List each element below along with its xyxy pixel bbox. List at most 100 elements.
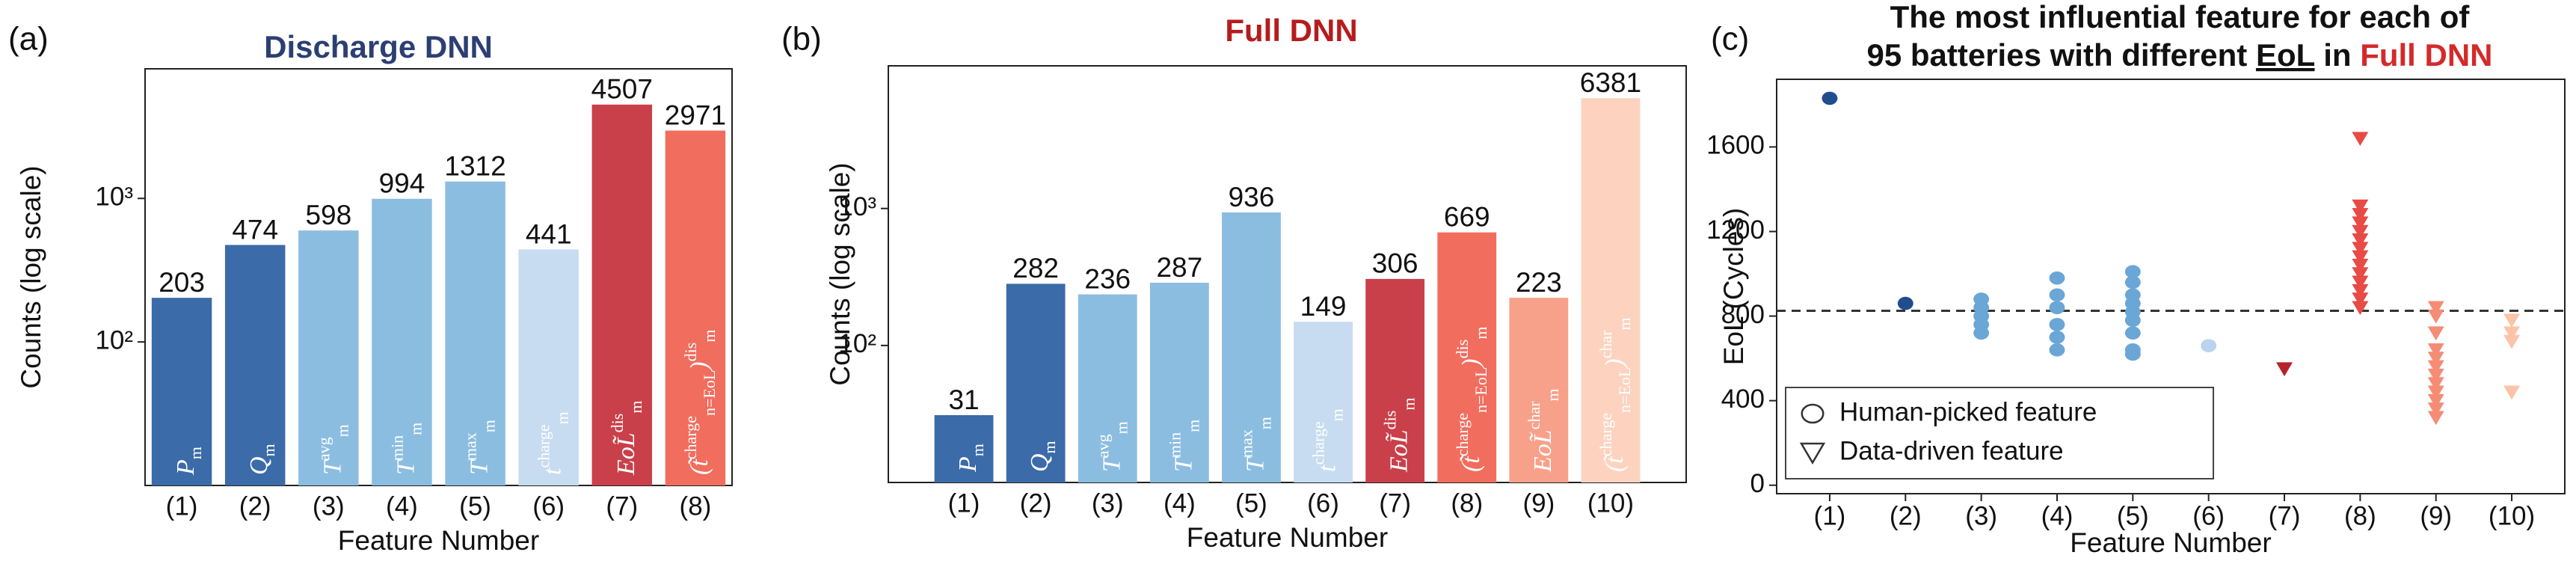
bar-label: Pm <box>954 444 987 473</box>
bar-label-part: m <box>186 447 205 459</box>
y-axis-label: EoL (Cycles) <box>1718 208 1749 365</box>
chart-title: The most influential feature for each of <box>1890 0 2471 34</box>
bar-label-part: T <box>465 459 493 475</box>
bar <box>934 415 994 482</box>
bar <box>591 104 653 485</box>
bar-label-part: m <box>1543 388 1561 401</box>
x-tick-label: (2) <box>1890 501 1922 530</box>
point <box>2503 385 2521 400</box>
value-label: 4507 <box>591 74 653 105</box>
bar-label-part: T <box>1098 456 1125 472</box>
point <box>2427 360 2444 375</box>
x-axis-label: Feature Number <box>1187 522 1388 553</box>
point <box>2124 326 2141 340</box>
bar-label-part: T <box>1241 456 1269 472</box>
bar-label-part: dis <box>1452 340 1471 359</box>
point <box>2352 233 2369 248</box>
bar <box>1006 283 1066 482</box>
x-tick-label: (6) <box>532 491 565 521</box>
value-label: 31 <box>948 384 979 415</box>
point <box>2352 292 2369 307</box>
bar-label: tchargem <box>1309 408 1346 472</box>
bar-label-part: m <box>1471 327 1490 340</box>
bar <box>151 298 212 485</box>
value-label: 994 <box>379 168 425 199</box>
bar-label: Qm <box>1026 441 1059 472</box>
point <box>2124 265 2141 279</box>
bar-label-part: ) <box>1601 358 1629 368</box>
point <box>2049 331 2065 344</box>
point <box>2352 250 2369 265</box>
x-tick-label: (1) <box>1814 501 1846 530</box>
bar-label-part: m <box>1184 420 1202 432</box>
bar-label-part: char <box>1596 330 1614 359</box>
x-axis-label: Feature Number <box>2070 527 2271 558</box>
point <box>1822 91 1838 105</box>
point <box>2352 199 2369 214</box>
title-part: 95 batteries with different <box>1866 37 2247 73</box>
bar-label-part: EoL̃ <box>1528 429 1556 473</box>
bar-label: tchargem <box>534 411 571 475</box>
bar-label: Tmaxm <box>461 420 498 475</box>
plot-frame <box>1776 79 2566 494</box>
value-label: 474 <box>232 214 278 245</box>
bar-label: Qm <box>245 444 278 475</box>
bar-label: EoL̃charm <box>1524 388 1561 473</box>
bar-label-part: t <box>1313 464 1341 472</box>
x-tick-label: (3) <box>1965 501 1997 530</box>
bar-label-part: charge <box>534 424 553 468</box>
bar-label: Tavgm <box>1093 421 1131 472</box>
point <box>2427 368 2444 383</box>
bar-label-part: T <box>1169 456 1197 472</box>
bar-label: EoL̃dism <box>1380 398 1418 473</box>
y-tick-label: 10³ <box>838 192 876 221</box>
bar-label-part: charge <box>1452 413 1471 456</box>
bar-label-part: m <box>1327 408 1346 421</box>
x-tick-label: (8) <box>2344 501 2376 530</box>
x-tick-label: (5) <box>459 491 491 521</box>
x-tick-label: (6) <box>2192 501 2225 530</box>
point <box>2276 362 2293 377</box>
x-tick-label: (1) <box>166 491 198 521</box>
bar-label-part: m <box>553 411 571 424</box>
point <box>2124 275 2141 289</box>
bar <box>1365 278 1425 482</box>
x-tick-label: (6) <box>1307 488 1339 518</box>
chart-title: Full DNN <box>1225 13 1357 48</box>
point <box>2201 339 2217 352</box>
x-tick-label: (3) <box>1092 488 1124 518</box>
x-tick-label: (8) <box>1451 488 1483 518</box>
bar <box>518 249 579 485</box>
point <box>2503 313 2521 328</box>
bar-label-part: EoL̃ <box>612 432 639 476</box>
point <box>2352 208 2369 222</box>
bar-label-part: ) <box>686 361 713 371</box>
bar-label-part: charge <box>1309 421 1327 465</box>
plot-frame <box>144 68 733 486</box>
bar <box>445 181 505 485</box>
point <box>2124 313 2141 328</box>
bar-label: EoL̃dism <box>607 401 645 476</box>
bar-label-part: charge <box>680 416 699 459</box>
bar-label-part: n=EoL <box>1614 367 1633 413</box>
x-tick-label: (9) <box>1522 488 1555 518</box>
bar-label-part: P <box>172 459 200 476</box>
bar-label: Tavgm <box>314 424 351 475</box>
chart-title: 95 batteries with different EoL in Full … <box>1866 37 2492 73</box>
bar-label-part: T <box>319 459 346 475</box>
bar-label: Tminm <box>387 423 425 475</box>
point <box>2049 318 2065 331</box>
bar-label-part: avg <box>314 437 333 461</box>
point <box>2049 288 2065 302</box>
value-label: 2971 <box>665 99 726 130</box>
legend-label: Data-driven feature <box>1839 436 2064 465</box>
point <box>2503 334 2521 349</box>
bar-label: Pm <box>172 447 205 476</box>
bar-label-part: avg <box>1093 434 1112 458</box>
x-tick-label: (5) <box>2117 501 2149 530</box>
x-tick-label: (4) <box>386 491 418 521</box>
value-label: 669 <box>1444 201 1490 232</box>
value-label: 936 <box>1229 182 1275 212</box>
y-tick-label: 400 <box>1721 384 1765 414</box>
